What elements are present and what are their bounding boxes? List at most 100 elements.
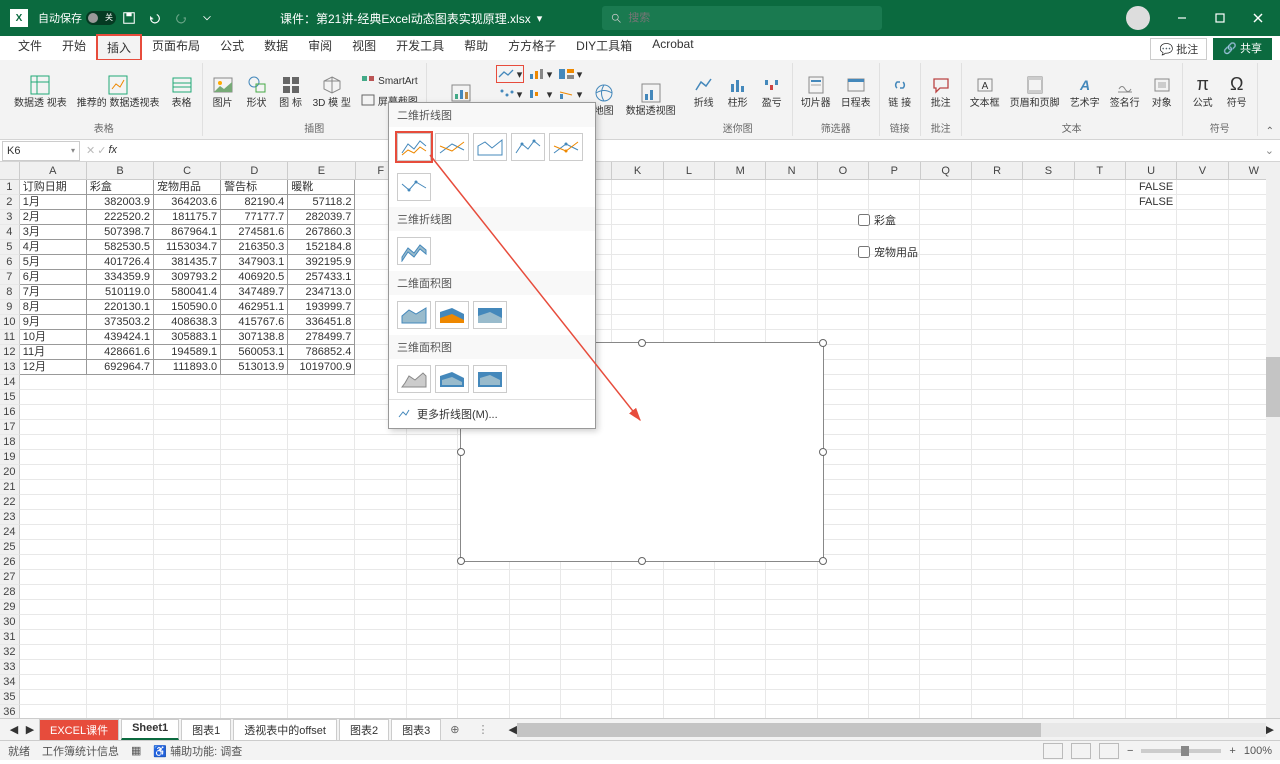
cell-H31[interactable] bbox=[458, 630, 509, 645]
row-header-10[interactable]: 10 bbox=[0, 315, 20, 330]
cell-C23[interactable] bbox=[154, 510, 221, 525]
cell-I32[interactable] bbox=[510, 645, 561, 660]
row-header-28[interactable]: 28 bbox=[0, 585, 20, 600]
cell-M30[interactable] bbox=[715, 615, 766, 630]
cell-T17[interactable] bbox=[1074, 420, 1125, 435]
zoom-out-button[interactable]: − bbox=[1127, 745, 1133, 757]
cell-A15[interactable] bbox=[20, 390, 87, 405]
cell-L31[interactable] bbox=[664, 630, 715, 645]
cell-A31[interactable] bbox=[20, 630, 87, 645]
cell-O21[interactable] bbox=[818, 480, 869, 495]
save-icon[interactable] bbox=[118, 7, 140, 29]
cell-J28[interactable] bbox=[561, 585, 612, 600]
col-header-M[interactable]: M bbox=[715, 162, 766, 179]
cell-O29[interactable] bbox=[818, 600, 869, 615]
cell-P16[interactable] bbox=[869, 405, 920, 420]
cell-G22[interactable] bbox=[407, 495, 458, 510]
cell-U11[interactable] bbox=[1126, 330, 1177, 345]
cell-A28[interactable] bbox=[20, 585, 87, 600]
cell-G26[interactable] bbox=[407, 555, 458, 570]
cell-V13[interactable] bbox=[1177, 360, 1228, 375]
cell-P2[interactable] bbox=[869, 195, 920, 210]
cell-P20[interactable] bbox=[869, 465, 920, 480]
cell-Q19[interactable] bbox=[920, 450, 971, 465]
cell-F21[interactable] bbox=[355, 480, 406, 495]
cell-S31[interactable] bbox=[1023, 630, 1074, 645]
cell-F36[interactable] bbox=[355, 705, 406, 718]
cell-D8[interactable]: 347489.7 bbox=[221, 285, 288, 300]
cell-M9[interactable] bbox=[715, 300, 766, 315]
cell-S18[interactable] bbox=[1023, 435, 1074, 450]
cell-U35[interactable] bbox=[1126, 690, 1177, 705]
cell-M27[interactable] bbox=[715, 570, 766, 585]
cell-D36[interactable] bbox=[221, 705, 288, 718]
comments-button[interactable]: 💬 批注 bbox=[1150, 38, 1207, 60]
equation-button[interactable]: π公式 bbox=[1187, 63, 1219, 119]
cell-S12[interactable] bbox=[1023, 345, 1074, 360]
status-accessibility[interactable]: ♿ 辅助功能: 调查 bbox=[153, 743, 242, 759]
cell-E34[interactable] bbox=[288, 675, 355, 690]
minimize-button[interactable] bbox=[1164, 0, 1200, 36]
cell-V33[interactable] bbox=[1177, 660, 1228, 675]
cell-V35[interactable] bbox=[1177, 690, 1228, 705]
cell-O14[interactable] bbox=[818, 375, 869, 390]
cell-N31[interactable] bbox=[766, 630, 817, 645]
cell-T33[interactable] bbox=[1074, 660, 1125, 675]
cell-O20[interactable] bbox=[818, 465, 869, 480]
col-header-D[interactable]: D bbox=[221, 162, 288, 179]
cell-U21[interactable] bbox=[1126, 480, 1177, 495]
cell-A30[interactable] bbox=[20, 615, 87, 630]
cell-A6[interactable]: 5月 bbox=[20, 255, 87, 270]
timeline-button[interactable]: 日程表 bbox=[837, 63, 875, 119]
cell-L27[interactable] bbox=[664, 570, 715, 585]
cell-D35[interactable] bbox=[221, 690, 288, 705]
cell-B4[interactable]: 507398.7 bbox=[87, 225, 154, 240]
cell-A33[interactable] bbox=[20, 660, 87, 675]
row-header-19[interactable]: 19 bbox=[0, 450, 20, 465]
cell-V36[interactable] bbox=[1177, 705, 1228, 718]
cell-E29[interactable] bbox=[288, 600, 355, 615]
cell-S1[interactable] bbox=[1023, 180, 1074, 195]
cell-R16[interactable] bbox=[972, 405, 1023, 420]
cell-K4[interactable] bbox=[612, 225, 663, 240]
legend-item-1[interactable]: 彩盒 bbox=[858, 212, 896, 228]
horizontal-scrollbar[interactable]: ◀▶ bbox=[508, 723, 1274, 737]
cell-T18[interactable] bbox=[1074, 435, 1125, 450]
cell-A4[interactable]: 3月 bbox=[20, 225, 87, 240]
line-chart-option-3[interactable] bbox=[473, 133, 507, 161]
cell-R15[interactable] bbox=[972, 390, 1023, 405]
cell-K27[interactable] bbox=[612, 570, 663, 585]
cell-D6[interactable]: 347903.1 bbox=[221, 255, 288, 270]
cell-V27[interactable] bbox=[1177, 570, 1228, 585]
cell-A22[interactable] bbox=[20, 495, 87, 510]
cell-A36[interactable] bbox=[20, 705, 87, 718]
cell-S36[interactable] bbox=[1023, 705, 1074, 718]
cell-N29[interactable] bbox=[766, 600, 817, 615]
cell-D18[interactable] bbox=[221, 435, 288, 450]
cell-F29[interactable] bbox=[355, 600, 406, 615]
cell-V8[interactable] bbox=[1177, 285, 1228, 300]
cell-B11[interactable]: 439424.1 bbox=[87, 330, 154, 345]
autosave-toggle[interactable]: 关 bbox=[86, 11, 116, 25]
cell-V11[interactable] bbox=[1177, 330, 1228, 345]
cell-T2[interactable] bbox=[1074, 195, 1125, 210]
cell-D23[interactable] bbox=[221, 510, 288, 525]
cell-D10[interactable]: 415767.6 bbox=[221, 315, 288, 330]
cell-Q14[interactable] bbox=[920, 375, 971, 390]
cell-K10[interactable] bbox=[612, 315, 663, 330]
cell-K34[interactable] bbox=[612, 675, 663, 690]
view-normal-button[interactable] bbox=[1043, 743, 1063, 759]
zoom-in-button[interactable]: + bbox=[1229, 745, 1235, 757]
cell-M7[interactable] bbox=[715, 270, 766, 285]
cell-L33[interactable] bbox=[664, 660, 715, 675]
cell-G25[interactable] bbox=[407, 540, 458, 555]
cell-D14[interactable] bbox=[221, 375, 288, 390]
cell-P35[interactable] bbox=[869, 690, 920, 705]
cell-E24[interactable] bbox=[288, 525, 355, 540]
cell-D34[interactable] bbox=[221, 675, 288, 690]
cell-R20[interactable] bbox=[972, 465, 1023, 480]
cell-A13[interactable]: 12月 bbox=[20, 360, 87, 375]
cell-P7[interactable] bbox=[869, 270, 920, 285]
cell-Q17[interactable] bbox=[920, 420, 971, 435]
col-header-U[interactable]: U bbox=[1126, 162, 1177, 179]
